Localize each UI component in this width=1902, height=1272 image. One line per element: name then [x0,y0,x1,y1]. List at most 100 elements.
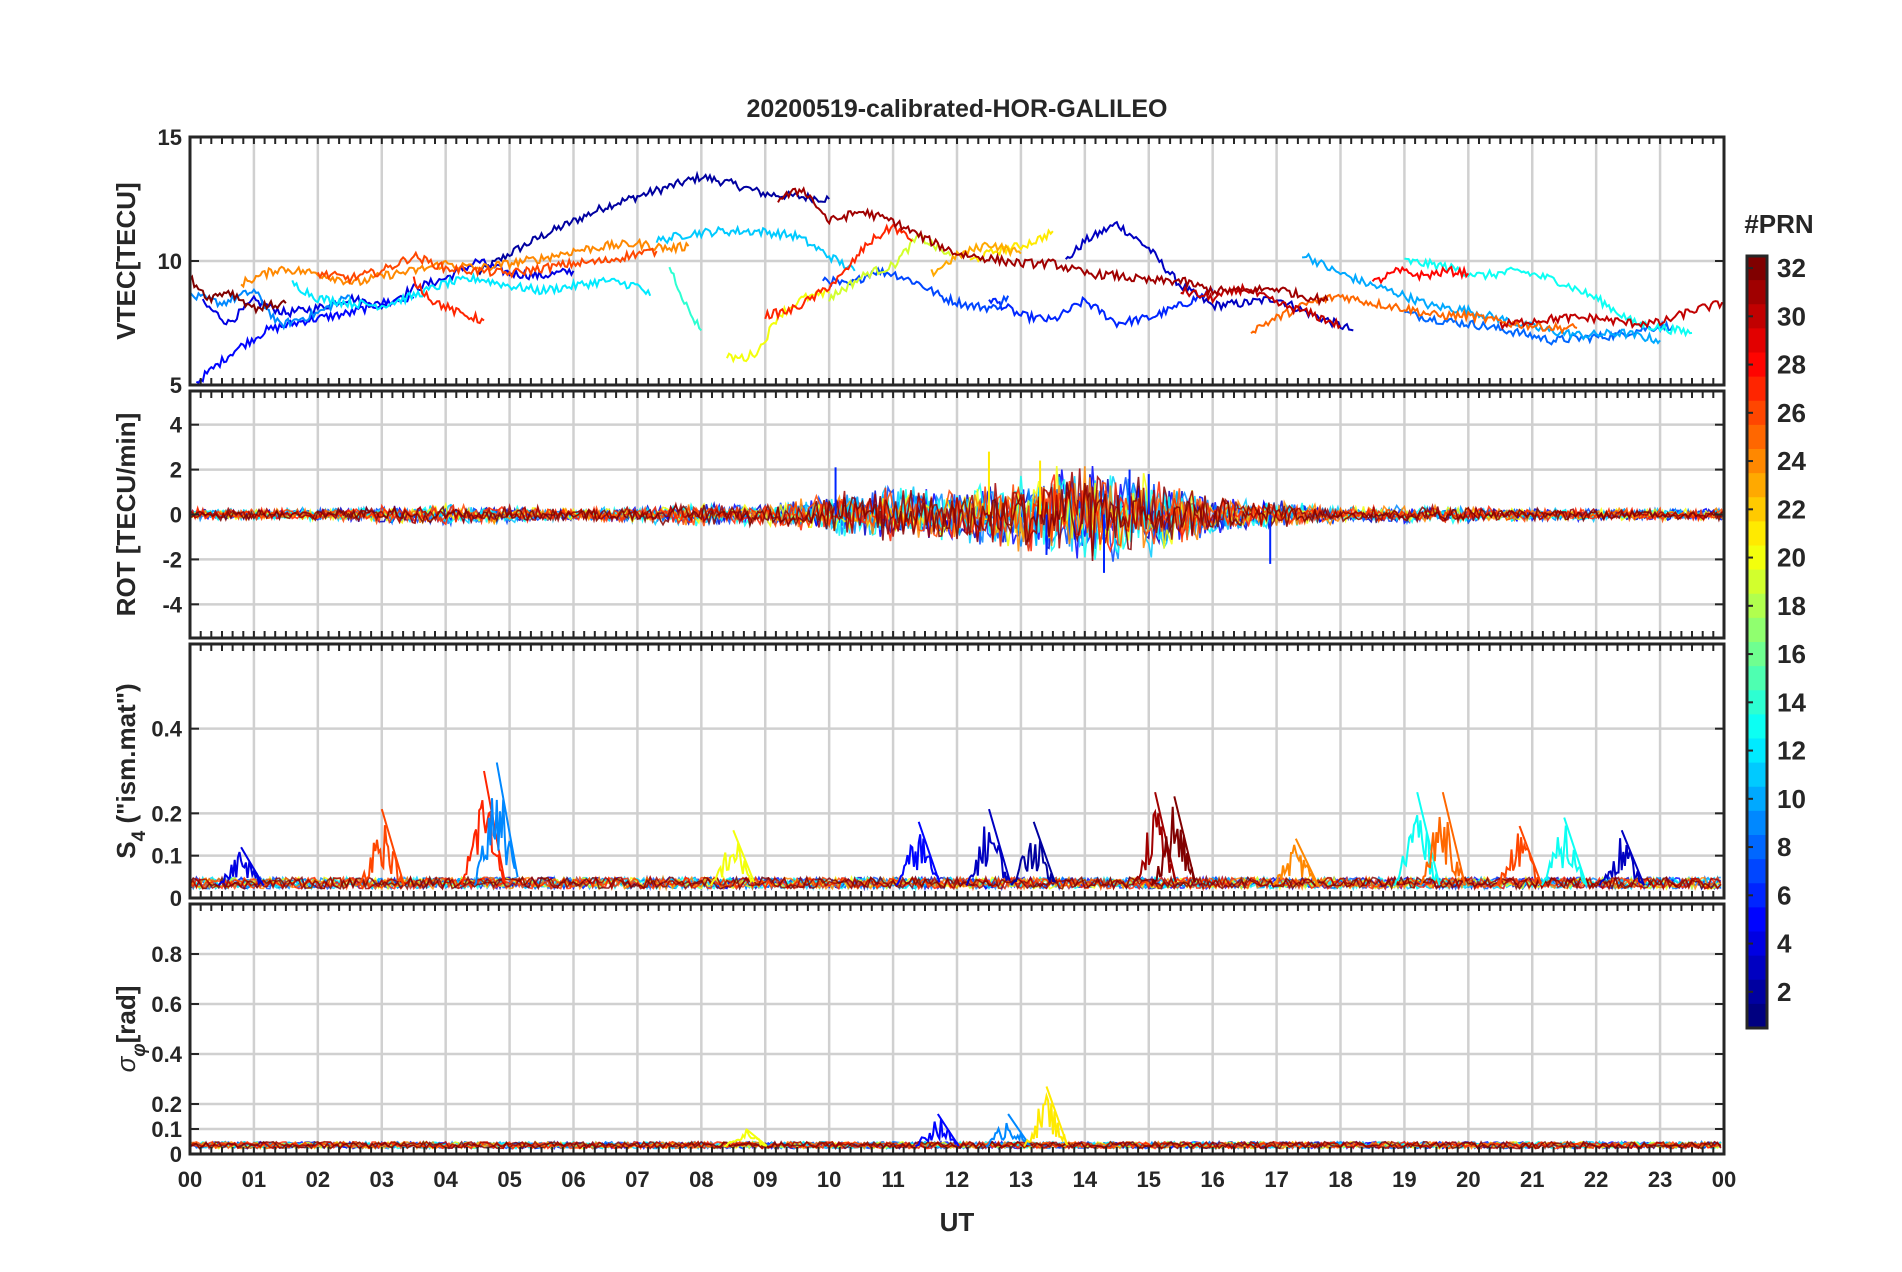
colorbar-cell [1747,400,1767,426]
panel-sigma_phi: 00.10.2 0.4 0.6 0.8σφ[rad] [111,902,1726,1167]
colorbar-cell [1747,883,1767,908]
x-tick-label: 22 [1584,1167,1608,1192]
vtec-series-prn-30 [1180,282,1342,330]
colorbar-label: #PRN [1744,209,1813,239]
s4-burst-prn-32 [1150,796,1197,886]
colorbar-cell [1747,1003,1767,1029]
x-minor-ticks [199,904,1715,1154]
x-tick-label: 00 [178,1167,202,1192]
vtec-series-prn-8 [1404,310,1674,346]
vtec-series-prn-25 [1250,293,1578,335]
y-tick-label: 4 [170,413,183,438]
x-tick-label: 01 [242,1167,266,1192]
vtec-series-prn-11 [655,224,856,272]
data-layer [190,451,1724,573]
colorbar-cell [1747,738,1767,764]
colorbar-cell [1747,955,1767,981]
x-tick-label: 15 [1137,1167,1161,1192]
sigma_phi-burst-prn-5 [914,1113,960,1148]
data-layer [190,762,1722,892]
colorbar-cell [1747,256,1767,281]
y-tick-label: 2 [170,458,182,483]
s4-burst-prn-27 [460,770,507,886]
y-tick-label: 0.4 [151,1042,182,1067]
x-tick-label: 04 [433,1167,458,1192]
colorbar-tick-label: 28 [1777,350,1806,380]
colorbar-tick-label: 20 [1777,543,1806,573]
y-tick-label: 0.2 [151,801,182,826]
y-tick-label: 0.8 [151,942,182,967]
colorbar-tick-label: 8 [1777,832,1791,862]
x-axis-label: UT [940,1207,975,1237]
colorbar-cell [1747,304,1767,329]
s4-burst-prn-31 [1131,791,1177,886]
colorbar-cell [1747,449,1767,474]
s4-burst-prn-4 [217,846,265,886]
y-tick-label: 0.4 [151,717,182,742]
x-tick-label: 20 [1456,1167,1480,1192]
vtec-series-prn-13 [1404,257,1693,338]
s4-burst-prn-20 [710,829,756,886]
y-tick-label: 0 [170,886,182,911]
sigma_phi-burst-prn-21 [1023,1086,1069,1147]
sigma_phi-burst-prn-20 [723,1128,768,1148]
colorbar-tick-label: 16 [1777,639,1806,669]
y-tick-label: 0.6 [151,992,182,1017]
s4-burst-prn-13 [1540,817,1588,886]
colorbar-cell [1747,810,1767,836]
x-tick-label: 19 [1392,1167,1416,1192]
colorbar-tick-label: 30 [1777,301,1806,331]
y-tick-label: 5 [170,373,182,398]
colorbar-frame [1745,254,1769,1030]
y-axis-label: S4 ("ism.mat") [111,683,150,858]
colorbar-tick-label: 32 [1777,253,1806,283]
colorbar-cell [1747,666,1767,691]
colorbar-cell [1747,642,1767,667]
rot-series-prn-32 [190,476,1724,561]
x-axis: 00 01 02 03 04 05 06 07 08 09 10 11 12 13 14 15 16 17 18 19… [178,1167,1736,1192]
x-tick-label: 07 [625,1167,649,1192]
colorbar-cell [1747,545,1767,571]
x-minor-ticks [199,644,1715,898]
y-tick-label: 10 [158,249,182,274]
x-minor-ticks [199,137,1715,385]
colorbar-cell [1747,979,1767,1005]
y-tick-label: 15 [158,125,182,150]
colorbar-tick-label: 12 [1777,736,1806,766]
s4-burst-prn-3 [965,808,1011,886]
colorbar-cell [1747,690,1767,715]
x-tick-label: 08 [689,1167,713,1192]
s4-burst-prn-25 [1419,791,1467,886]
x-tick-label: 09 [753,1167,777,1192]
x-tick-label: 00 [1712,1167,1736,1192]
colorbar-cell [1747,497,1767,522]
x-tick-label: 14 [1073,1167,1098,1192]
colorbar-cell [1747,859,1767,884]
y-tick-label: -4 [162,592,182,617]
y-tick-label: 0 [170,503,182,528]
sigma_phi-burst-prn-9 [985,1113,1031,1148]
colorbar-tick-label: 22 [1777,494,1806,524]
x-minor-ticks [199,391,1715,638]
x-tick-label: 17 [1264,1167,1288,1192]
vtec-series-prn-23 [930,241,1022,278]
colorbar-cell [1747,328,1767,354]
colorbar-cell [1747,521,1767,547]
vtec-series-prn-27 [764,223,913,321]
vtec-series-prn-6 [988,286,1214,329]
colorbar-tick-label: 2 [1777,977,1791,1007]
x-tick-label: 11 [881,1167,904,1192]
x-tick-label: 18 [1328,1167,1352,1192]
y-axis-label: σφ[rad] [111,986,150,1073]
colorbar-cell [1747,352,1767,378]
x-tick-label: 21 [1520,1167,1544,1192]
vtec-series-prn-30 [1499,300,1724,331]
x-tick-label: 02 [306,1167,330,1192]
y-axis-label: VTEC[TECU] [111,182,141,339]
colorbar-tick-label: 14 [1777,687,1806,717]
vtec-series-prn-24 [240,237,690,289]
vtec-series-prn-14 [668,266,703,332]
y-tick-label: -2 [162,547,182,572]
vtec-series-prn-9 [190,287,350,331]
